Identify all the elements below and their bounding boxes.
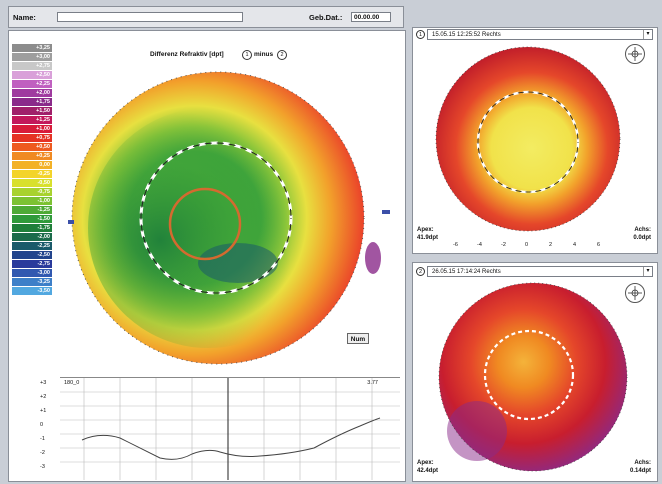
map-rim <box>71 71 365 365</box>
panel2-axis-value: 0.14dpt <box>629 468 651 474</box>
chevron-down-icon[interactable]: ▾ <box>643 267 652 276</box>
panel1-map[interactable] <box>433 44 623 234</box>
panel2-index-button[interactable]: 2 <box>416 267 425 276</box>
chevron-down-icon[interactable]: ▾ <box>643 30 652 39</box>
panel1-disc <box>436 47 620 231</box>
scale-swatch: -2,25 <box>12 241 52 250</box>
panel2-axis-label: Achs: <box>634 460 651 466</box>
option-2-radio[interactable]: 2 <box>277 50 287 60</box>
num-button[interactable]: Num <box>347 333 369 344</box>
panel1-x-tick: -6 <box>453 242 458 248</box>
panel2-exam-select[interactable]: 26.05.15 17:14:24 Rechts ▾ <box>427 266 653 277</box>
profile-left-label: 180_0 <box>64 380 80 386</box>
map-panel-1: 1 15.05.15 12:25:52 Rechts ▾ Apex: 41.9d… <box>412 27 658 254</box>
profile-y-label: -1 <box>40 436 45 442</box>
scale-swatch: +3,00 <box>12 52 52 62</box>
panel1-x-tick: 4 <box>573 242 577 248</box>
scale-swatch: -1,00 <box>12 196 52 205</box>
panel1-axis-label: Achs: <box>634 227 651 233</box>
scale-swatch: +0,75 <box>12 133 52 143</box>
option-1-radio[interactable]: 1 <box>242 50 252 60</box>
panel1-axis-value: 0.0dpt <box>633 235 651 241</box>
panel1-title: 15.05.15 12:25:52 Rechts <box>432 32 501 38</box>
scale-swatch: -3,25 <box>12 277 52 286</box>
difference-map[interactable] <box>68 58 390 380</box>
profile-y-label: 0 <box>40 422 44 428</box>
scale-swatch: -1,25 <box>12 205 52 214</box>
scale-swatch: +1,75 <box>12 97 52 107</box>
panel1-x-tick: -4 <box>477 242 482 248</box>
compass-icon[interactable] <box>625 283 645 303</box>
color-scale: +3,25 +3,00 +2,75 +2,50 +2,25 +2,00 +1,75 +1,50… <box>12 44 52 296</box>
profile-graph: 180_0 3.77 <box>60 377 400 480</box>
panel1-x-tick: 2 <box>549 242 553 248</box>
panel1-apex-value: 41.9dpt <box>417 235 439 241</box>
map-purple-patch <box>365 242 381 274</box>
scale-swatch: 0,00 <box>12 160 52 169</box>
scale-swatch: -0,75 <box>12 187 52 196</box>
scale-swatch: -0,25 <box>12 169 52 178</box>
profile-right-label: 3.77 <box>367 380 378 386</box>
name-field[interactable] <box>57 12 243 22</box>
left-axis-marker[interactable] <box>68 220 74 224</box>
map-panel-2: 2 26.05.15 17:14:24 Rechts ▾ Apex: 42.4d… <box>412 262 658 482</box>
dob-label: Geb.Dat.: <box>309 13 343 22</box>
scale-swatch: -1,50 <box>12 214 52 223</box>
panel2-apex-label: Apex: <box>417 460 434 466</box>
scale-swatch: +2,00 <box>12 88 52 98</box>
panel2-apex-value: 42.4dpt <box>417 468 439 474</box>
panel2-dashed-circle <box>483 329 575 421</box>
scale-swatch: +2,25 <box>12 79 52 89</box>
scale-swatch: -2,50 <box>12 250 52 259</box>
scale-swatch: -1,75 <box>12 223 52 232</box>
map-shading <box>88 108 328 348</box>
scale-swatch: +1,25 <box>12 115 52 125</box>
panel1-exam-select[interactable]: 15.05.15 12:25:52 Rechts ▾ <box>427 29 653 40</box>
dob-field[interactable]: 00.00.00 <box>351 12 391 22</box>
profile-y-label: -3 <box>40 464 45 470</box>
compass-icon[interactable] <box>625 44 645 64</box>
scale-swatch: -3,50 <box>12 286 52 295</box>
scale-swatch: -0,50 <box>12 178 52 187</box>
profile-plot <box>60 378 400 480</box>
option-minus-label: minus <box>254 51 274 58</box>
scale-swatch: +2,75 <box>12 61 52 71</box>
scale-swatch: -2,00 <box>12 232 52 241</box>
panel1-index-button[interactable]: 1 <box>416 30 425 39</box>
scale-swatch: +0,25 <box>12 151 52 160</box>
panel1-x-ticks: -6 -4 -2 0 2 4 6 <box>453 242 603 250</box>
profile-y-label: +3 <box>40 380 47 386</box>
map-blue-patch <box>198 243 278 283</box>
profile-y-label: +2 <box>40 394 47 400</box>
scale-swatch: +1,00 <box>12 124 52 134</box>
name-label: Name: <box>13 13 36 22</box>
panel2-map[interactable] <box>437 281 629 473</box>
panel1-apex-label: Apex: <box>417 227 434 233</box>
scale-swatch: +2,50 <box>12 70 52 80</box>
scale-swatch: -3,00 <box>12 268 52 277</box>
profile-y-label: +1 <box>40 408 47 414</box>
center-ring <box>168 187 242 261</box>
scale-swatch: +0,50 <box>12 142 52 152</box>
panel1-x-tick: -2 <box>501 242 506 248</box>
panel1-x-tick: 0 <box>525 242 529 248</box>
scale-swatch: +3,25 <box>12 44 52 53</box>
scale-swatch: +1,50 <box>12 106 52 116</box>
zone-dashed-circle-inner <box>140 142 292 294</box>
header-bar: Name: Geb.Dat.: 00.00.00 <box>8 6 404 28</box>
map-title: Differenz Refraktiv [dpt] <box>150 51 224 58</box>
profile-y-label: -2 <box>40 450 45 456</box>
right-axis-marker[interactable] <box>382 210 390 214</box>
scale-swatch: -2,75 <box>12 259 52 268</box>
panel1-x-tick: 6 <box>597 242 601 248</box>
panel2-title: 26.05.15 17:14:24 Rechts <box>432 269 501 275</box>
